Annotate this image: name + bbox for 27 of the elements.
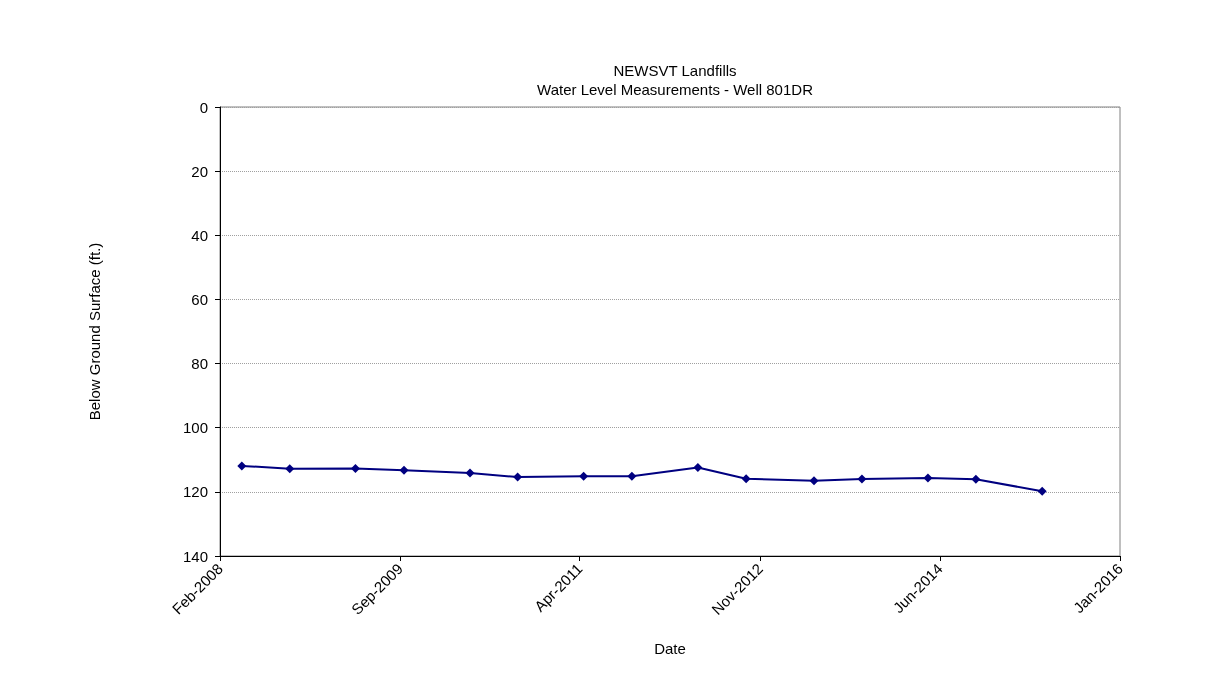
y-tick-label: 140 bbox=[182, 547, 208, 565]
point bbox=[741, 474, 751, 484]
point bbox=[465, 468, 475, 478]
point bbox=[350, 463, 360, 473]
point bbox=[809, 476, 819, 486]
point bbox=[579, 471, 589, 481]
chart-title: NEWSVT Landfills bbox=[613, 62, 737, 79]
y-axis-title: Below Ground Surface (ft.) bbox=[86, 242, 103, 421]
point bbox=[399, 465, 409, 475]
y-tick-label: 120 bbox=[182, 483, 208, 501]
point bbox=[857, 474, 867, 484]
point bbox=[923, 473, 933, 483]
y-tick-label: 40 bbox=[191, 226, 208, 244]
point bbox=[627, 471, 637, 481]
point bbox=[693, 462, 703, 472]
point bbox=[1037, 486, 1047, 496]
point bbox=[237, 461, 247, 471]
y-tick-label: 80 bbox=[191, 355, 208, 373]
point bbox=[971, 474, 981, 484]
y-tick-label: 100 bbox=[182, 419, 208, 437]
y-tick-label: 0 bbox=[199, 98, 208, 116]
y-tick-label: 20 bbox=[191, 162, 208, 180]
chart-subtitle: Water Level Measurements - Well 801DR bbox=[537, 81, 814, 98]
y-tick-label: 60 bbox=[191, 290, 208, 308]
point bbox=[285, 464, 295, 474]
x-axis-title: Date bbox=[654, 640, 686, 657]
point bbox=[513, 472, 523, 482]
